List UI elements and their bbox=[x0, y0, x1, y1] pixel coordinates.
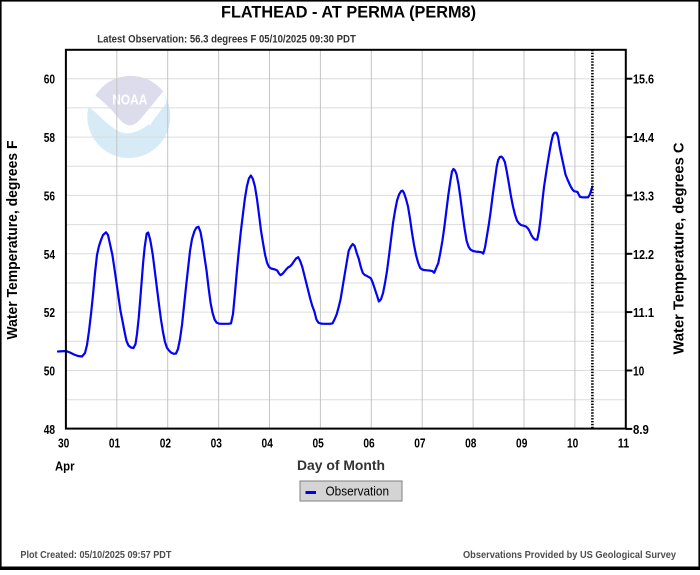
svg-text:01: 01 bbox=[109, 436, 120, 451]
svg-text:04: 04 bbox=[262, 436, 274, 451]
svg-text:FLATHEAD - AT PERMA (PERM8): FLATHEAD - AT PERMA (PERM8) bbox=[221, 2, 476, 21]
svg-text:Observation: Observation bbox=[326, 485, 390, 499]
svg-text:11.1: 11.1 bbox=[633, 305, 654, 320]
svg-text:Day of Month: Day of Month bbox=[297, 457, 385, 473]
svg-text:06: 06 bbox=[363, 436, 374, 451]
svg-text:03: 03 bbox=[211, 436, 222, 451]
svg-text:10: 10 bbox=[567, 436, 578, 451]
svg-text:08: 08 bbox=[465, 436, 476, 451]
svg-text:30: 30 bbox=[58, 436, 69, 451]
svg-text:09: 09 bbox=[516, 436, 527, 451]
svg-text:Water Temperature, degrees F: Water Temperature, degrees F bbox=[5, 140, 21, 339]
svg-text:05: 05 bbox=[312, 436, 323, 451]
svg-text:Latest Observation: 56.3 degre: Latest Observation: 56.3 degrees F 05/10… bbox=[97, 33, 356, 45]
svg-text:14.4: 14.4 bbox=[633, 130, 655, 145]
svg-text:54: 54 bbox=[44, 247, 56, 262]
svg-text:10: 10 bbox=[633, 364, 644, 379]
svg-text:15.6: 15.6 bbox=[633, 72, 654, 87]
svg-text:Apr: Apr bbox=[55, 459, 75, 474]
svg-text:02: 02 bbox=[160, 436, 171, 451]
svg-text:8.9: 8.9 bbox=[633, 422, 649, 437]
svg-text:13.3: 13.3 bbox=[633, 188, 654, 203]
svg-text:12.2: 12.2 bbox=[633, 247, 654, 262]
svg-text:07: 07 bbox=[414, 436, 425, 451]
svg-text:60: 60 bbox=[44, 72, 55, 87]
svg-text:Water Temperature, degrees C: Water Temperature, degrees C bbox=[672, 143, 688, 355]
svg-text:58: 58 bbox=[44, 130, 55, 145]
svg-text:48: 48 bbox=[44, 422, 55, 437]
svg-text:56: 56 bbox=[44, 188, 55, 203]
svg-text:Observations Provided by US Ge: Observations Provided by US Geological S… bbox=[463, 550, 676, 561]
svg-text:50: 50 bbox=[44, 364, 55, 379]
svg-text:52: 52 bbox=[44, 305, 55, 320]
svg-text:11: 11 bbox=[618, 436, 629, 451]
svg-text:NOAA: NOAA bbox=[112, 91, 147, 108]
svg-text:Plot Created: 05/10/2025 09:57: Plot Created: 05/10/2025 09:57 PDT bbox=[20, 550, 172, 561]
